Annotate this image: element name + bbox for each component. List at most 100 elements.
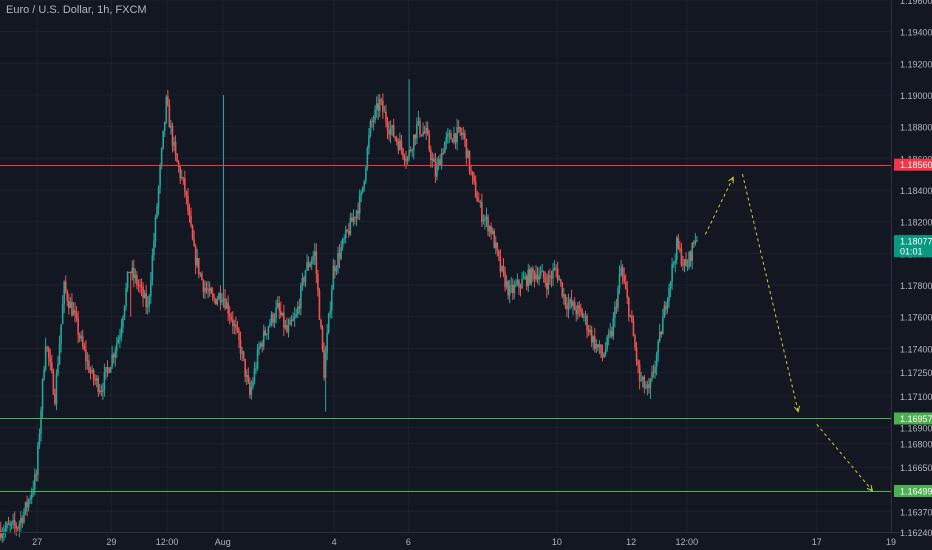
candle-body <box>85 349 87 361</box>
candle-body <box>326 332 328 353</box>
candle-body <box>448 133 451 135</box>
candle-body <box>91 369 93 373</box>
candle-body <box>238 330 240 340</box>
price-tick-label: 1.16900 <box>900 424 932 434</box>
candle-body <box>679 248 681 250</box>
candle-body <box>511 285 514 293</box>
candle-body <box>199 273 202 275</box>
candle-body <box>360 192 362 196</box>
candle-body <box>539 272 542 276</box>
candle-body <box>524 276 526 279</box>
price-tick-label: 1.18400 <box>900 186 932 196</box>
candle-body <box>68 301 70 308</box>
candle-body <box>162 130 164 149</box>
candle-body <box>270 313 273 324</box>
candle-body <box>235 324 237 328</box>
candle-body <box>634 336 636 348</box>
candle-body <box>205 288 208 291</box>
candle-body <box>171 125 174 146</box>
candle-body <box>419 121 421 135</box>
current-price-badge-label: 1.18077 <box>900 237 932 247</box>
candle-body <box>281 312 284 316</box>
candle-body <box>69 301 72 308</box>
candle-body <box>283 312 285 328</box>
candle-body <box>464 133 466 139</box>
candle-body <box>479 201 482 203</box>
candle-body <box>313 251 316 256</box>
candle-body <box>334 265 336 272</box>
candle-body <box>660 331 663 335</box>
candle-body <box>23 511 25 523</box>
candle-body <box>382 100 384 112</box>
candle-body <box>595 344 598 349</box>
candle-body <box>26 502 28 508</box>
price-tick-label: 1.19600 <box>900 0 932 6</box>
candle-body <box>80 336 83 339</box>
candle-body <box>249 382 251 395</box>
candle-body <box>165 96 168 122</box>
candle-body <box>300 285 302 309</box>
candle-body <box>576 305 579 315</box>
candle-body <box>607 334 610 337</box>
candle-body <box>473 176 475 182</box>
candle-body <box>666 300 669 310</box>
candle-body <box>30 492 33 499</box>
candle-body <box>224 298 226 309</box>
candle-body <box>558 279 560 281</box>
candle-body <box>239 339 242 354</box>
candle-body <box>550 277 553 279</box>
candle-body <box>227 302 229 314</box>
candle-body <box>454 133 457 143</box>
candle-body <box>177 162 180 168</box>
candle-body <box>247 375 250 383</box>
candle-body <box>414 134 417 139</box>
candle-body <box>102 390 104 393</box>
candle-body <box>624 282 627 289</box>
candle-body <box>123 306 126 318</box>
candle-body <box>460 132 463 136</box>
candle-body <box>163 121 166 131</box>
candle-body <box>456 127 458 143</box>
candle-body <box>544 278 547 283</box>
candle-body <box>10 522 13 525</box>
candle-body <box>392 125 395 137</box>
candle-body <box>44 347 47 370</box>
candle-body <box>72 310 75 316</box>
candle-body <box>507 281 509 296</box>
candle-body <box>420 134 423 136</box>
price-tick-label: 1.17600 <box>900 313 932 323</box>
candle-body <box>688 252 690 267</box>
candle-body <box>211 293 214 298</box>
candle-body <box>187 195 189 212</box>
candle-body <box>604 349 607 355</box>
candle-body <box>250 387 253 395</box>
candle-body <box>74 310 76 314</box>
candle-body <box>417 121 420 124</box>
candle-body <box>689 252 692 261</box>
candle-body <box>81 336 84 347</box>
candle-body <box>137 284 140 286</box>
candle-body <box>451 139 454 143</box>
candle-body <box>521 279 523 289</box>
time-tick-label: 17 <box>812 537 822 547</box>
candle-body <box>272 313 274 323</box>
candle-body <box>504 271 506 288</box>
candle-body <box>447 134 449 137</box>
candle-body <box>201 273 203 281</box>
candle-body <box>119 336 121 339</box>
candle-body <box>532 268 534 273</box>
candle-body <box>140 286 143 288</box>
candle-body <box>631 315 633 322</box>
candle-body <box>266 334 268 336</box>
candle-body <box>296 306 299 314</box>
candle-body <box>89 372 92 374</box>
candle-body <box>443 142 446 154</box>
candle-body <box>519 287 522 289</box>
candle-body <box>170 125 172 128</box>
candle-body <box>556 268 559 280</box>
candle-body <box>575 310 578 315</box>
price-tick-label: 1.16370 <box>900 507 932 517</box>
candle-body <box>230 316 233 320</box>
candle-body <box>298 306 301 309</box>
